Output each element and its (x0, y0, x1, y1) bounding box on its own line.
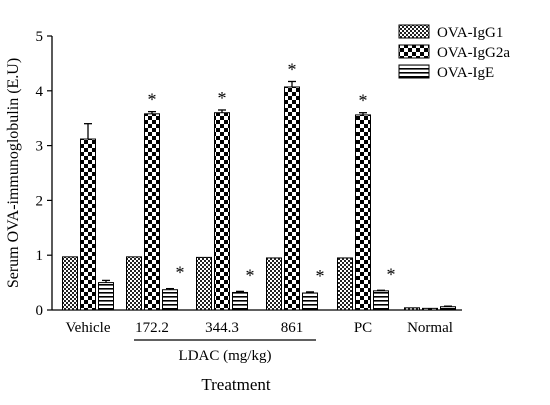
bar (98, 282, 114, 311)
bar (355, 114, 371, 311)
bar (266, 257, 282, 311)
x-tick-label: 344.3 (205, 320, 239, 336)
bar (404, 307, 420, 311)
legend-swatch (398, 44, 430, 59)
y-tick-labels: 0 1 2 3 4 5 (36, 29, 52, 319)
y-tick-label: 3 (36, 139, 44, 155)
y-tick-label: 4 (36, 84, 44, 100)
x-tick-label: Normal (407, 320, 453, 336)
x-tick-label: 172.2 (135, 320, 169, 336)
significance-star: * (148, 90, 157, 110)
bar (214, 112, 230, 311)
bar (302, 292, 318, 311)
y-tick-label: 5 (36, 29, 44, 45)
x-tick-labels: Vehicle 172.2 344.3 861 PC Normal (66, 320, 453, 336)
significance-star: * (246, 265, 255, 285)
bar (337, 257, 353, 311)
legend-label: OVA-IgG1 (437, 25, 503, 41)
legend-swatch (398, 24, 430, 39)
bar (422, 307, 438, 311)
significance-star: * (218, 88, 227, 108)
y-tick-label: 1 (36, 248, 44, 264)
bar (440, 306, 456, 311)
bar (232, 291, 248, 311)
bar (80, 138, 96, 311)
significance-star: * (176, 263, 185, 283)
y-tick-label: 0 (36, 303, 44, 319)
significance-star: * (316, 266, 325, 286)
x-tick-label: PC (354, 320, 372, 336)
legend-label: OVA-IgG2a (437, 45, 510, 61)
significance-star: * (288, 59, 297, 79)
bar (162, 289, 178, 311)
bar (62, 256, 78, 311)
bar (196, 256, 212, 311)
legend: OVA-IgG1 OVA-IgG2a OVA-IgE (398, 24, 510, 81)
x-axis-label: Treatment (201, 375, 271, 394)
significance-markers: * * * * * * * * (148, 59, 396, 285)
error-bars (84, 80, 452, 307)
significance-star: * (359, 91, 368, 111)
bar (373, 290, 389, 311)
significance-star: * (387, 264, 396, 284)
axes (51, 36, 462, 311)
y-axis-label: Serum OVA-immunoglobulin (E.U) (5, 58, 22, 288)
bar (144, 113, 160, 311)
bar (284, 86, 300, 311)
legend-swatch (398, 64, 430, 79)
bar (126, 256, 142, 311)
group-label: LDAC (mg/kg) (179, 348, 272, 364)
legend-label: OVA-IgE (437, 65, 494, 81)
bars (62, 86, 456, 311)
x-tick-label: Vehicle (66, 320, 111, 336)
x-tick-label: 861 (281, 320, 304, 336)
y-tick-label: 2 (36, 193, 44, 209)
